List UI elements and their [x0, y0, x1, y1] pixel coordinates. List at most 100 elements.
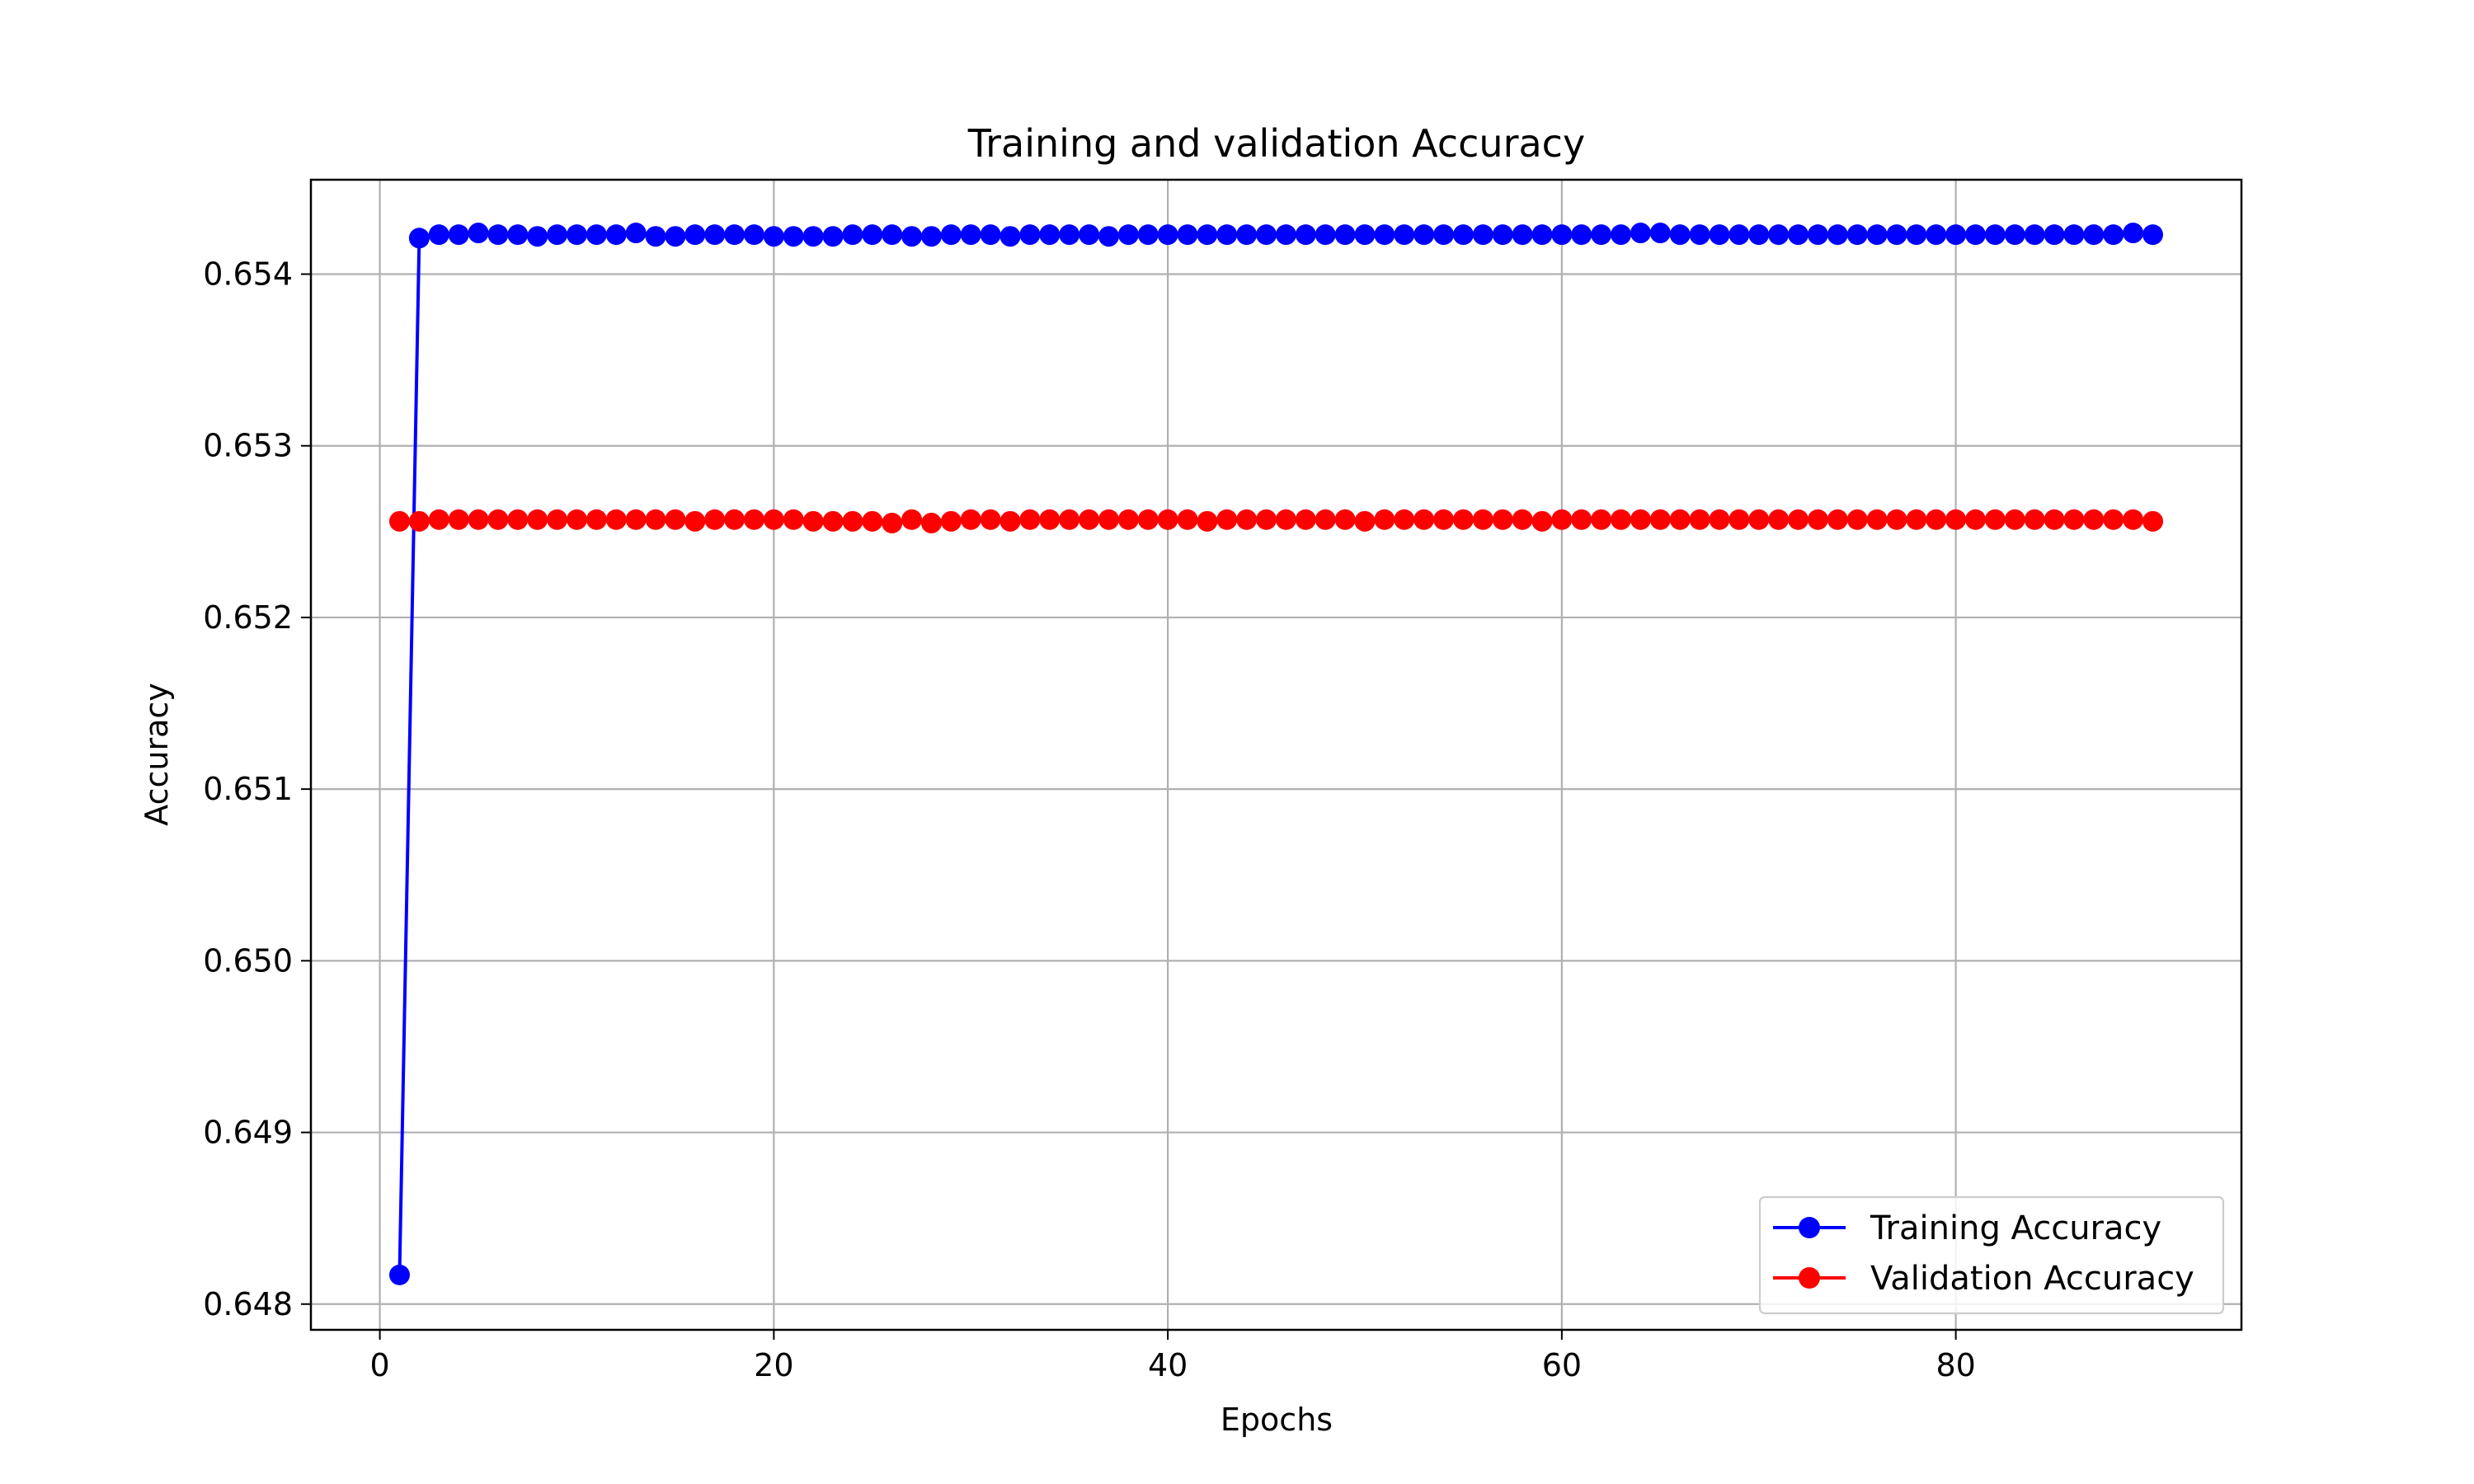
plot-area [309, 178, 2243, 1331]
data-point [783, 509, 804, 530]
legend-box [1758, 1195, 2225, 1315]
plot-background [311, 180, 2241, 1330]
data-point [1295, 224, 1316, 246]
data-point [901, 226, 923, 247]
data-point [408, 228, 430, 249]
data-point [1059, 224, 1080, 246]
data-point [1866, 224, 1888, 246]
data-point [1394, 509, 1415, 530]
data-point [507, 224, 529, 246]
data-point [1984, 509, 2006, 530]
data-point [645, 226, 666, 247]
data-point [1748, 509, 1770, 530]
data-point [566, 509, 587, 530]
data-point [665, 226, 686, 247]
data-point [527, 226, 548, 247]
data-point [1433, 509, 1455, 530]
data-point [2123, 509, 2144, 530]
data-point [1551, 224, 1573, 246]
data-point [1177, 509, 1198, 530]
data-point [1827, 224, 1848, 246]
legend-marker-training [1799, 1217, 1820, 1238]
data-point [2103, 509, 2124, 530]
data-point [1630, 223, 1651, 244]
data-point [1945, 509, 1967, 530]
data-point [388, 1264, 410, 1285]
data-point [1039, 509, 1061, 530]
data-point [2044, 509, 2065, 530]
legend: Training Accuracy Validation Accuracy [1758, 1195, 2225, 1315]
data-point [1906, 224, 1927, 246]
data-point [960, 224, 981, 246]
data-point [2024, 509, 2045, 530]
data-point [2103, 224, 2124, 246]
data-point [1492, 224, 1513, 246]
data-point [487, 224, 509, 246]
data-point [1926, 509, 1947, 530]
data-point [1926, 224, 1947, 246]
data-point [1275, 224, 1296, 246]
data-point [1709, 509, 1730, 530]
data-point [980, 224, 1001, 246]
data-point [763, 226, 784, 247]
series-training [388, 223, 2164, 1285]
data-point [468, 223, 489, 244]
data-point [1807, 224, 1828, 246]
data-point [2004, 224, 2025, 246]
data-point [1354, 224, 1376, 246]
data-point [822, 510, 844, 532]
plot-frame [309, 178, 2243, 1331]
data-point [1157, 224, 1178, 246]
data-point [1846, 509, 1868, 530]
data-point [862, 224, 883, 246]
x-tick-label: 40 [1148, 1347, 1188, 1383]
data-point [1394, 224, 1415, 246]
data-point [1354, 510, 1376, 532]
data-point [1965, 224, 1987, 246]
data-point [1098, 226, 1119, 247]
data-point [428, 509, 449, 530]
data-point [1611, 509, 1632, 530]
data-point [1729, 509, 1750, 530]
data-point [1531, 510, 1553, 532]
data-point [822, 226, 844, 247]
data-point [743, 509, 764, 530]
data-point [1512, 509, 1533, 530]
data-point [1709, 224, 1730, 246]
data-point [1177, 224, 1198, 246]
y-tick-label: 0.654 [203, 256, 293, 293]
data-point [920, 512, 942, 533]
data-point [2063, 224, 2085, 246]
data-point [704, 224, 726, 246]
data-point [940, 510, 962, 532]
data-point [2004, 509, 2025, 530]
data-point [920, 226, 942, 247]
data-point [1768, 224, 1790, 246]
x-tick-label: 0 [370, 1347, 390, 1383]
data-point [448, 224, 469, 246]
data-point [2123, 223, 2144, 244]
data-point [1571, 224, 1592, 246]
data-point [1689, 224, 1710, 246]
data-point [1117, 509, 1139, 530]
data-point [428, 224, 449, 246]
data-point [1649, 223, 1671, 244]
data-point [1275, 509, 1296, 530]
data-point [1846, 224, 1868, 246]
data-point [1019, 509, 1041, 530]
data-point [980, 509, 1001, 530]
y-tick-label: 0.653 [203, 428, 293, 464]
data-point [802, 226, 824, 247]
data-point [1098, 509, 1119, 530]
data-point [1886, 224, 1907, 246]
x-axis-label: Epochs [1221, 1402, 1333, 1438]
data-point [1945, 224, 1967, 246]
data-point [783, 226, 804, 247]
data-point [1729, 224, 1750, 246]
data-point [704, 509, 726, 530]
data-point [1512, 224, 1533, 246]
data-point [1452, 509, 1474, 530]
data-point [763, 509, 784, 530]
data-point [1669, 224, 1691, 246]
data-point [1216, 224, 1238, 246]
